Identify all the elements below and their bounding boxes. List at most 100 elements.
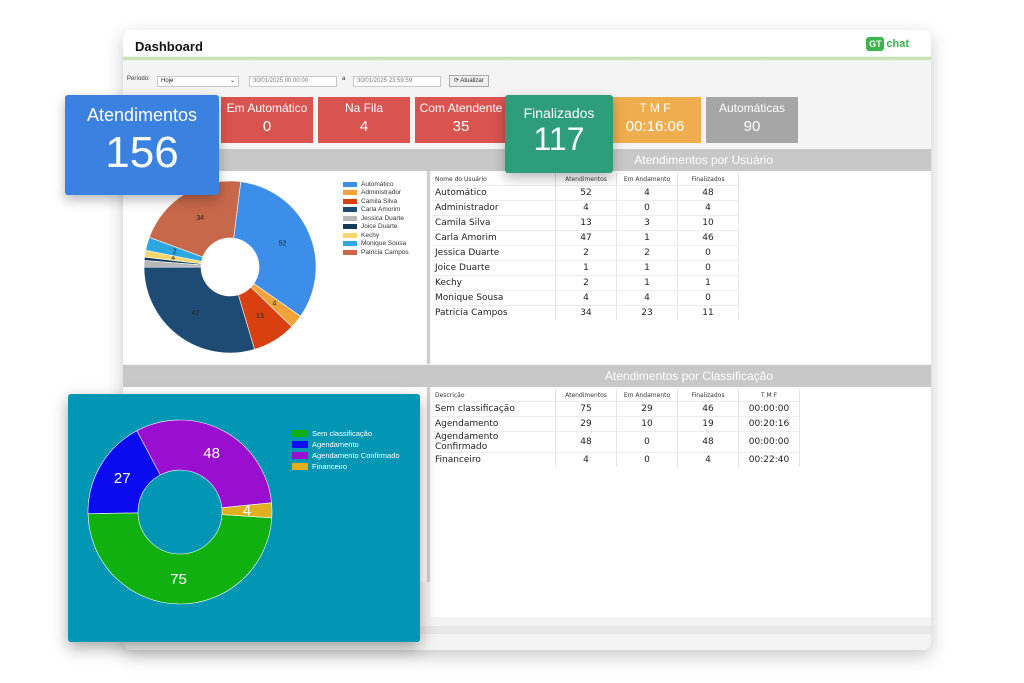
table-row[interactable]: Monique Sousa 4 4 0	[433, 290, 739, 306]
col-header[interactable]: Nome do Usuário	[433, 173, 556, 186]
slice-label: 4	[272, 301, 276, 308]
table-cell: Financeiro	[433, 452, 556, 467]
table-cell: 4	[677, 200, 739, 216]
legend-label: Patricia Campos	[361, 248, 409, 256]
slice-label: 4	[243, 503, 251, 520]
slice-label: 52	[279, 241, 287, 248]
brand-logo: GT chat	[866, 37, 909, 51]
tile-label: Na Fila	[344, 101, 383, 115]
table-cell: 0	[616, 431, 678, 453]
col-header[interactable]: Descrição	[433, 389, 556, 402]
table-cell: 1	[616, 260, 678, 276]
col-header[interactable]: Finalizados	[677, 173, 739, 186]
refresh-button[interactable]: ⟳ Atualizar	[449, 75, 489, 87]
table-row[interactable]: Joice Duarte 1 1 0	[433, 260, 739, 276]
donut-slice	[143, 266, 255, 354]
table-row[interactable]: Financeiro 4 0 4 00:22:40	[433, 452, 800, 467]
table-cell: 0	[677, 245, 739, 261]
section-title: Atendimentos por Classificação	[604, 369, 773, 383]
date-from-value: 30/01/2025 00:00:00	[253, 78, 309, 84]
slice-label: 2	[173, 248, 177, 255]
table-cell: 52	[555, 185, 617, 201]
callout-label: Finalizados	[523, 105, 595, 121]
slice-label: 27	[114, 470, 131, 487]
table-cell: 0	[616, 200, 678, 216]
legend-swatch	[343, 249, 357, 255]
legend-item: Monique Sousa	[343, 240, 409, 249]
table-row[interactable]: Agendamento 29 10 19 00:20:16	[433, 416, 800, 432]
period-select[interactable]: Hoje ⌄	[157, 76, 239, 87]
horizontal-scrollbar[interactable]	[123, 626, 931, 634]
table-row[interactable]: Jessica Duarte 2 2 0	[433, 245, 739, 261]
table-cell: 2	[616, 245, 678, 261]
table-cell: 19	[677, 416, 739, 432]
table-cell: Administrador	[433, 200, 556, 216]
table-row[interactable]: Kechy 2 1 1	[433, 275, 739, 291]
table-cell: 2	[555, 275, 617, 291]
table-row[interactable]: Patricia Campos 34 23 11	[433, 305, 739, 320]
col-header[interactable]: Em Andamento	[616, 389, 678, 402]
table-cell: 29	[555, 416, 617, 432]
table-row[interactable]: Carla Amorim 47 1 46	[433, 230, 739, 246]
table-cell: 10	[677, 215, 739, 231]
legend-label: Agendamento Confirmado	[312, 451, 400, 460]
legend-label: Joice Duarte	[361, 223, 398, 231]
table-cell: 48	[555, 431, 617, 453]
table-row[interactable]: Automático 52 4 48	[433, 185, 739, 201]
table-cell: 11	[677, 305, 739, 320]
period-label: Período:	[127, 76, 150, 82]
legend-swatch	[343, 207, 357, 213]
table-cell: 4	[555, 290, 617, 306]
slice-label: 34	[196, 215, 204, 222]
table-cell: 1	[555, 260, 617, 276]
slice-label: 47	[192, 310, 200, 317]
donut-slice	[87, 512, 273, 605]
tile-value: 35	[452, 118, 470, 135]
tile-tmf: T M F 00:16:06	[609, 97, 701, 143]
slice-label: 4	[171, 255, 175, 262]
date-from-input[interactable]: 30/01/2025 00:00:00	[249, 76, 337, 87]
legend-item: Financeiro	[292, 461, 400, 472]
table-row[interactable]: Agendamento Confirmado 48 0 48 00:00:00	[433, 431, 800, 453]
user-table: Nome do Usuário Atendimentos Em Andament…	[433, 173, 739, 320]
legend-swatch	[343, 181, 357, 187]
period-value: Hoje	[161, 78, 174, 84]
table-cell: 23	[616, 305, 678, 320]
legend-label: Financeiro	[312, 462, 348, 471]
table-cell: Patricia Campos	[433, 305, 556, 320]
tile-value: 00:16:06	[625, 118, 685, 135]
table-cell: 13	[555, 215, 617, 231]
legend-swatch	[292, 463, 308, 470]
legend-swatch	[292, 430, 308, 437]
table-cell: 4	[555, 452, 617, 467]
table-cell: Automático	[433, 185, 556, 201]
slice-label: 13	[256, 313, 264, 320]
date-to-input[interactable]: 30/01/2025 23:59:59	[353, 76, 441, 87]
table-cell: 48	[677, 185, 739, 201]
donut-slice	[233, 181, 317, 317]
legend-label: Carla Amorim	[361, 206, 401, 214]
table-row[interactable]: Administrador 4 0 4	[433, 200, 739, 216]
table-row[interactable]: Camila Silva 13 3 10	[433, 215, 739, 231]
col-header[interactable]: Finalizados	[677, 389, 739, 402]
legend-label: Administrador	[361, 189, 402, 197]
col-header[interactable]: Em Andamento	[616, 173, 678, 186]
col-header[interactable]: Atendimentos	[555, 389, 617, 402]
legend-swatch	[343, 241, 357, 247]
legend-swatch	[292, 441, 308, 448]
table-cell: Agendamento	[433, 416, 556, 432]
table-cell: 4	[616, 185, 678, 201]
legend-item: Automático	[343, 180, 409, 189]
tile-em-automatico: Em Automático 0	[221, 97, 313, 143]
col-header[interactable]: T M F	[738, 389, 800, 402]
class-chart-legend: Sem classificação Agendamento Agendamento …	[292, 428, 400, 472]
table-cell: 10	[616, 416, 678, 432]
col-header[interactable]: Atendimentos	[555, 173, 617, 186]
table-row[interactable]: Sem classificação 75 29 46 00:00:00	[433, 401, 800, 417]
legend-item: Carla Amorim	[343, 206, 409, 215]
table-cell: 1	[616, 230, 678, 246]
table-cell: Jessica Duarte	[433, 245, 556, 261]
title-bar: Dashboard GT chat	[123, 30, 931, 62]
callout-value: 156	[105, 128, 179, 177]
